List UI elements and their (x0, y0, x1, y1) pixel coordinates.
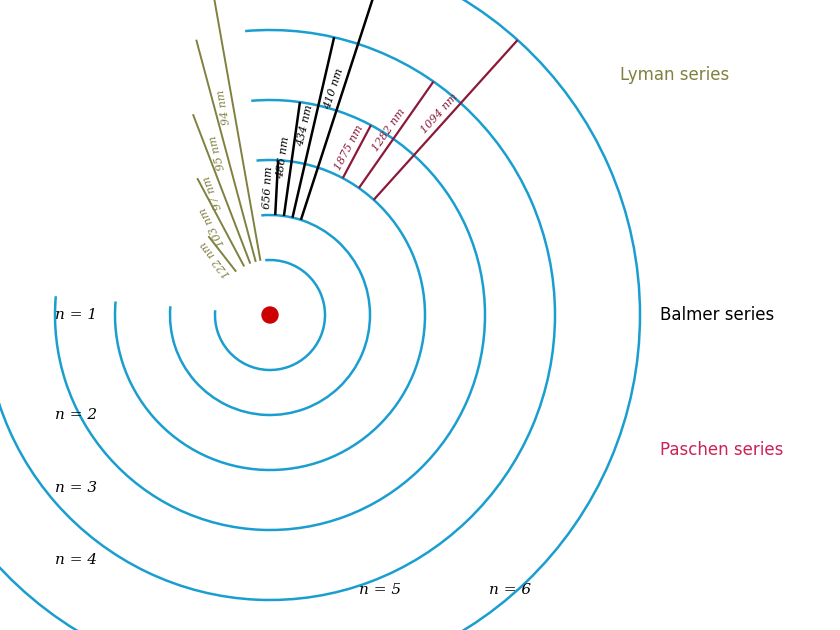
Text: Lyman series: Lyman series (620, 66, 729, 84)
Text: 1282 nm: 1282 nm (370, 106, 407, 153)
Text: n = 4: n = 4 (55, 553, 97, 567)
Text: n = 2: n = 2 (55, 408, 97, 422)
Text: Paschen series: Paschen series (660, 441, 784, 459)
Text: n = 3: n = 3 (55, 481, 97, 495)
Text: 1875 nm: 1875 nm (333, 123, 365, 172)
Text: 486 nm: 486 nm (275, 136, 291, 180)
Text: 103 nm: 103 nm (198, 205, 227, 248)
Circle shape (262, 307, 278, 323)
Text: n = 5: n = 5 (359, 583, 401, 597)
Text: 95 nm: 95 nm (207, 135, 227, 171)
Text: 656 nm: 656 nm (261, 166, 274, 209)
Text: 97 nm: 97 nm (202, 174, 224, 210)
Text: 94 nm: 94 nm (216, 89, 232, 125)
Text: n = 1: n = 1 (55, 308, 97, 322)
Text: n = 6: n = 6 (489, 583, 531, 597)
Text: 1094 nm: 1094 nm (418, 92, 459, 135)
Text: Balmer series: Balmer series (660, 306, 774, 324)
Text: 434 nm: 434 nm (295, 103, 314, 147)
Text: 122 nm: 122 nm (198, 239, 232, 279)
Text: 410 nm: 410 nm (323, 67, 345, 110)
